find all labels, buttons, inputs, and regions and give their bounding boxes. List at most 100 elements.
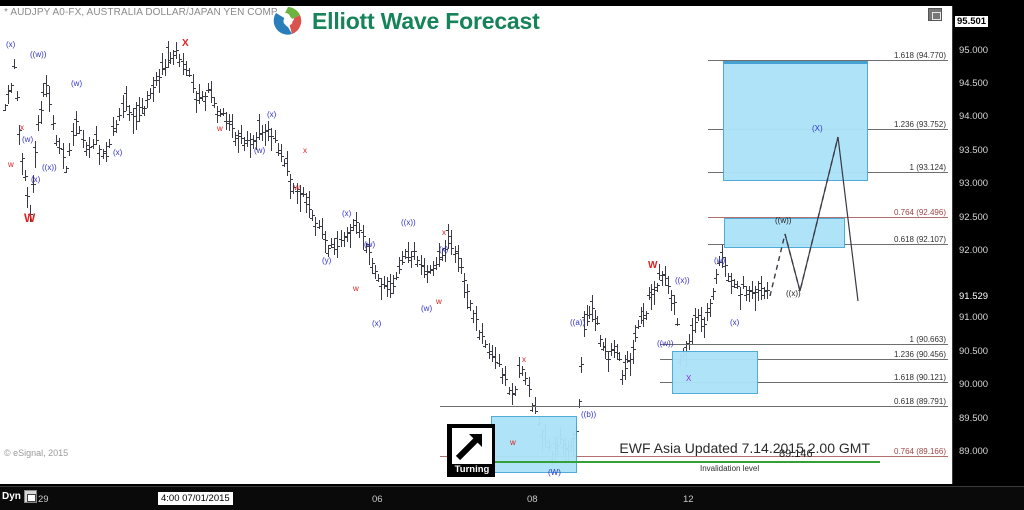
open-tick — [181, 61, 183, 63]
close-tick — [500, 364, 502, 366]
price-bar — [614, 340, 615, 358]
wave-label: x — [442, 228, 446, 237]
dyn-icon[interactable] — [23, 490, 37, 503]
price-bar — [278, 143, 279, 157]
price-bar — [451, 229, 452, 256]
fib-label: 0.618 (92.107) — [893, 235, 946, 244]
open-tick — [166, 47, 168, 49]
close-tick — [12, 85, 14, 87]
close-tick — [696, 322, 698, 324]
up-right-arrow-icon — [452, 428, 492, 464]
open-tick — [657, 272, 659, 274]
time-tick: 12 — [683, 494, 694, 505]
open-tick — [151, 84, 153, 86]
wave-label: (x) — [6, 40, 16, 49]
open-tick — [326, 252, 328, 254]
price-bar — [113, 117, 114, 136]
close-tick — [360, 229, 362, 231]
open-tick — [15, 97, 17, 99]
price-bar — [716, 269, 717, 285]
open-tick — [9, 90, 11, 92]
open-tick — [487, 351, 489, 353]
turning-box[interactable]: Turning — [447, 424, 495, 477]
open-tick — [295, 191, 297, 193]
price-tick: 91.000 — [959, 312, 989, 323]
open-tick — [530, 409, 532, 411]
close-tick — [224, 113, 226, 115]
open-tick — [412, 250, 414, 252]
time-axis[interactable]: Dyn 29 4:00 07/01/2015 06 08 12 — [0, 486, 1024, 510]
open-tick — [33, 147, 35, 149]
open-tick — [400, 259, 402, 261]
price-tick: 92.000 — [959, 245, 989, 256]
price-bar — [668, 275, 669, 294]
open-tick — [117, 116, 119, 118]
close-tick — [762, 288, 764, 290]
open-tick — [23, 177, 25, 179]
open-tick — [507, 393, 509, 395]
open-tick — [154, 80, 156, 82]
close-tick — [652, 293, 654, 295]
close-tick — [655, 287, 657, 289]
close-tick — [376, 271, 378, 272]
open-tick — [97, 153, 99, 155]
price-bar — [193, 73, 194, 93]
restore-window-button[interactable] — [928, 8, 942, 21]
price-bar — [238, 129, 239, 154]
close-tick — [310, 209, 312, 211]
open-tick — [367, 243, 369, 245]
price-axis[interactable]: 95.501 95.000 94.500 94.000 93.500 93.000 92.5… — [952, 6, 1024, 484]
wave-label: w — [294, 183, 300, 192]
price-bar — [334, 238, 335, 256]
open-tick — [163, 67, 165, 69]
price-bar — [53, 115, 54, 131]
open-tick — [394, 277, 396, 279]
price-bar — [116, 119, 117, 133]
open-tick — [738, 294, 740, 296]
open-tick — [687, 342, 689, 344]
open-tick — [142, 112, 144, 114]
price-bar — [337, 231, 338, 258]
close-tick — [251, 139, 253, 141]
dyn-button[interactable]: Dyn — [2, 490, 37, 503]
close-tick — [459, 257, 461, 259]
close-tick — [298, 189, 300, 191]
open-tick — [177, 62, 179, 64]
price-bar — [79, 126, 80, 135]
price-bar — [69, 143, 70, 157]
close-tick — [406, 256, 408, 258]
open-tick — [101, 156, 103, 158]
open-tick — [617, 358, 619, 360]
open-tick — [194, 99, 196, 101]
close-tick — [187, 69, 189, 71]
open-tick — [148, 95, 150, 97]
price-bar — [347, 227, 348, 242]
close-tick — [332, 244, 334, 246]
close-tick — [316, 223, 318, 225]
open-tick — [298, 190, 300, 192]
open-tick — [215, 114, 217, 116]
wave-label: w — [510, 438, 516, 447]
price-tick: 95.000 — [959, 45, 989, 56]
invalidation-label: Invalidation level — [700, 464, 760, 473]
open-tick — [370, 266, 372, 268]
open-tick — [690, 325, 692, 326]
close-tick — [70, 149, 72, 151]
wave-label: w — [8, 160, 14, 169]
open-tick — [263, 132, 265, 134]
open-tick — [449, 236, 451, 238]
price-bar — [109, 139, 110, 149]
close-tick — [675, 301, 677, 303]
open-tick — [184, 69, 186, 71]
price-bar — [344, 231, 345, 248]
price-bar — [455, 245, 456, 263]
open-tick — [317, 226, 319, 228]
price-bar — [651, 284, 652, 310]
close-tick — [338, 245, 340, 247]
close-tick — [412, 256, 414, 258]
open-tick — [160, 61, 162, 63]
open-tick — [28, 214, 30, 216]
price-bar — [649, 287, 650, 300]
price-bar — [284, 159, 285, 167]
chart-plot-area[interactable]: 1.618 (94.770) 1.236 (93.752) 1 (93.124) 0.… — [0, 6, 952, 484]
